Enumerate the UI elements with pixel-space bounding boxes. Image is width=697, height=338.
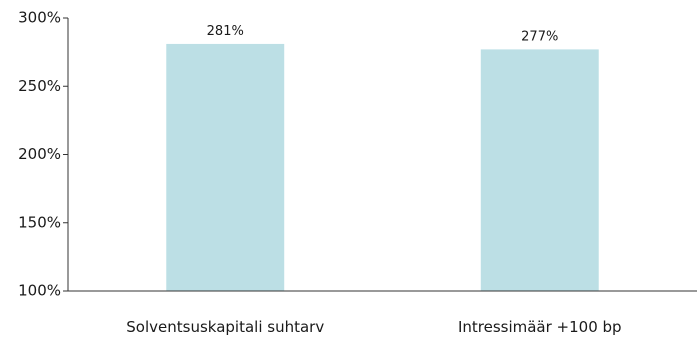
bar-1: [166, 43, 285, 292]
bars: [166, 43, 599, 292]
x-axis: Solventsuskapitali suhtarv Intressimäär +…: [68, 290, 697, 336]
y-tick-label: 300%: [18, 9, 61, 27]
data-label: 281%: [207, 24, 244, 39]
x-category-label: Intressimäär +100 bp: [458, 318, 622, 336]
bar-2: [480, 49, 599, 291]
y-tick-label: 150%: [18, 213, 61, 231]
y-tick-label: 100%: [18, 282, 61, 300]
y-tick-label: 250%: [18, 77, 61, 95]
y-tick-label: 200%: [18, 145, 61, 163]
data-label: 277%: [521, 29, 558, 44]
y-axis: 100% 150% 200% 250% 300%: [18, 9, 69, 300]
x-category-label: Solventsuskapitali suhtarv: [126, 318, 324, 336]
data-labels: 281% 277%: [207, 24, 559, 44]
